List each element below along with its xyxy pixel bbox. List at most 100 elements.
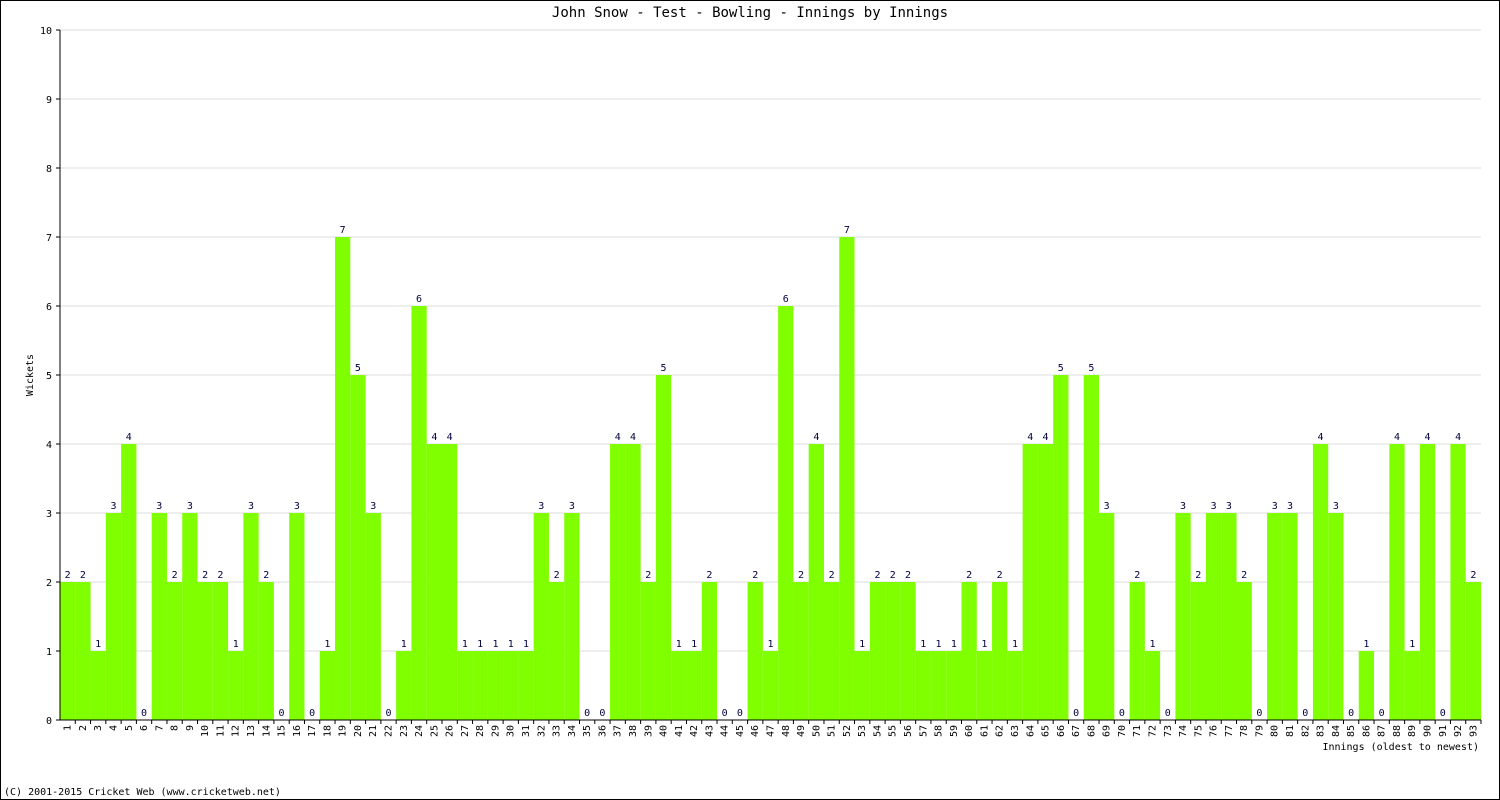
- value-label: 1: [1012, 639, 1018, 650]
- bar: [365, 513, 381, 720]
- x-tick-label: 67: [1071, 725, 1082, 737]
- x-tick-label: 20: [353, 725, 364, 737]
- bar: [1083, 375, 1100, 720]
- x-tick-label: 13: [246, 725, 257, 737]
- y-tick-label: 0: [46, 716, 52, 727]
- x-tick-label: 90: [1423, 725, 1434, 737]
- value-label: 4: [615, 432, 621, 443]
- bar: [243, 513, 259, 720]
- x-tick-label: 53: [857, 725, 868, 737]
- bar: [289, 513, 305, 720]
- value-label: 4: [1425, 432, 1431, 443]
- value-label: 2: [202, 570, 208, 581]
- x-tick-label: 39: [643, 725, 654, 737]
- bar: [1053, 375, 1069, 720]
- x-tick-label: 93: [1468, 725, 1479, 737]
- x-tick-label: 25: [429, 725, 440, 737]
- x-tick-label: 79: [1254, 725, 1265, 737]
- x-tick-label: 41: [674, 725, 685, 737]
- value-label: 2: [890, 570, 896, 581]
- x-tick-label: 68: [1086, 725, 1097, 737]
- y-tick-label: 1: [46, 647, 52, 658]
- bar: [228, 651, 244, 720]
- x-tick-label: 46: [750, 725, 761, 737]
- bar: [426, 444, 442, 720]
- x-tick-label: 61: [979, 725, 990, 737]
- value-label: 1: [1149, 639, 1155, 650]
- x-tick-label: 12: [231, 725, 242, 737]
- value-label: 0: [1256, 708, 1262, 719]
- x-tick-label: 54: [872, 725, 883, 737]
- x-tick-label: 40: [659, 725, 670, 737]
- value-label: 1: [936, 639, 942, 650]
- bar: [1450, 444, 1466, 720]
- x-tick-label: 87: [1377, 725, 1388, 737]
- x-tick-label: 29: [490, 725, 501, 737]
- value-label: 1: [401, 639, 407, 650]
- x-tick-label: 21: [368, 725, 379, 737]
- bar: [1236, 582, 1252, 720]
- bar: [411, 306, 427, 720]
- value-label: 1: [233, 639, 239, 650]
- value-label: 0: [141, 708, 147, 719]
- x-tick-label: 22: [384, 725, 395, 737]
- value-label: 0: [1165, 708, 1171, 719]
- x-tick-label: 62: [995, 725, 1006, 737]
- x-tick-label: 81: [1285, 725, 1296, 737]
- value-label: 5: [355, 363, 361, 374]
- bar: [1022, 444, 1038, 720]
- bar: [1404, 651, 1420, 720]
- x-tick-label: 28: [475, 725, 486, 737]
- x-tick-label: 34: [567, 725, 578, 737]
- x-tick-label: 14: [261, 725, 272, 737]
- value-label: 0: [599, 708, 605, 719]
- value-label: 2: [217, 570, 223, 581]
- value-label: 0: [1379, 708, 1385, 719]
- bar: [1190, 582, 1206, 720]
- value-label: 5: [1058, 363, 1064, 374]
- value-label: 3: [1180, 501, 1186, 512]
- bar: [946, 651, 962, 720]
- bar: [166, 582, 183, 720]
- bar: [197, 582, 213, 720]
- value-label: 1: [691, 639, 697, 650]
- x-tick-label: 88: [1392, 725, 1403, 737]
- x-tick-label: 84: [1331, 725, 1342, 737]
- value-label: 3: [569, 501, 575, 512]
- x-tick-label: 51: [827, 725, 838, 737]
- x-tick-label: 64: [1025, 725, 1036, 737]
- value-label: 2: [1195, 570, 1201, 581]
- value-label: 5: [1088, 363, 1094, 374]
- value-label: 1: [676, 639, 682, 650]
- value-label: 2: [905, 570, 911, 581]
- bar: [655, 375, 672, 720]
- bar: [1312, 444, 1329, 720]
- value-label: 2: [554, 570, 560, 581]
- bar: [1007, 651, 1023, 720]
- bar: [1465, 582, 1481, 720]
- x-tick-label: 78: [1239, 725, 1250, 737]
- value-label: 1: [859, 639, 865, 650]
- value-label: 4: [126, 432, 132, 443]
- value-label: 0: [1302, 708, 1308, 719]
- x-tick-label: 77: [1224, 725, 1235, 737]
- x-tick-label: 59: [949, 725, 960, 737]
- x-tick-label: 1: [63, 725, 74, 731]
- value-label: 5: [661, 363, 667, 374]
- value-label: 0: [1440, 708, 1446, 719]
- x-tick-label: 48: [781, 725, 792, 737]
- value-label: 2: [65, 570, 71, 581]
- value-label: 4: [1318, 432, 1324, 443]
- value-label: 0: [737, 708, 743, 719]
- value-label: 2: [829, 570, 835, 581]
- value-label: 1: [462, 639, 468, 650]
- bar: [885, 582, 901, 720]
- x-tick-label: 63: [1010, 725, 1021, 737]
- x-tick-label: 76: [1209, 725, 1220, 737]
- y-tick-label: 9: [46, 95, 52, 106]
- value-label: 1: [1363, 639, 1369, 650]
- value-label: 4: [1027, 432, 1033, 443]
- value-label: 3: [1333, 501, 1339, 512]
- bar: [747, 582, 763, 720]
